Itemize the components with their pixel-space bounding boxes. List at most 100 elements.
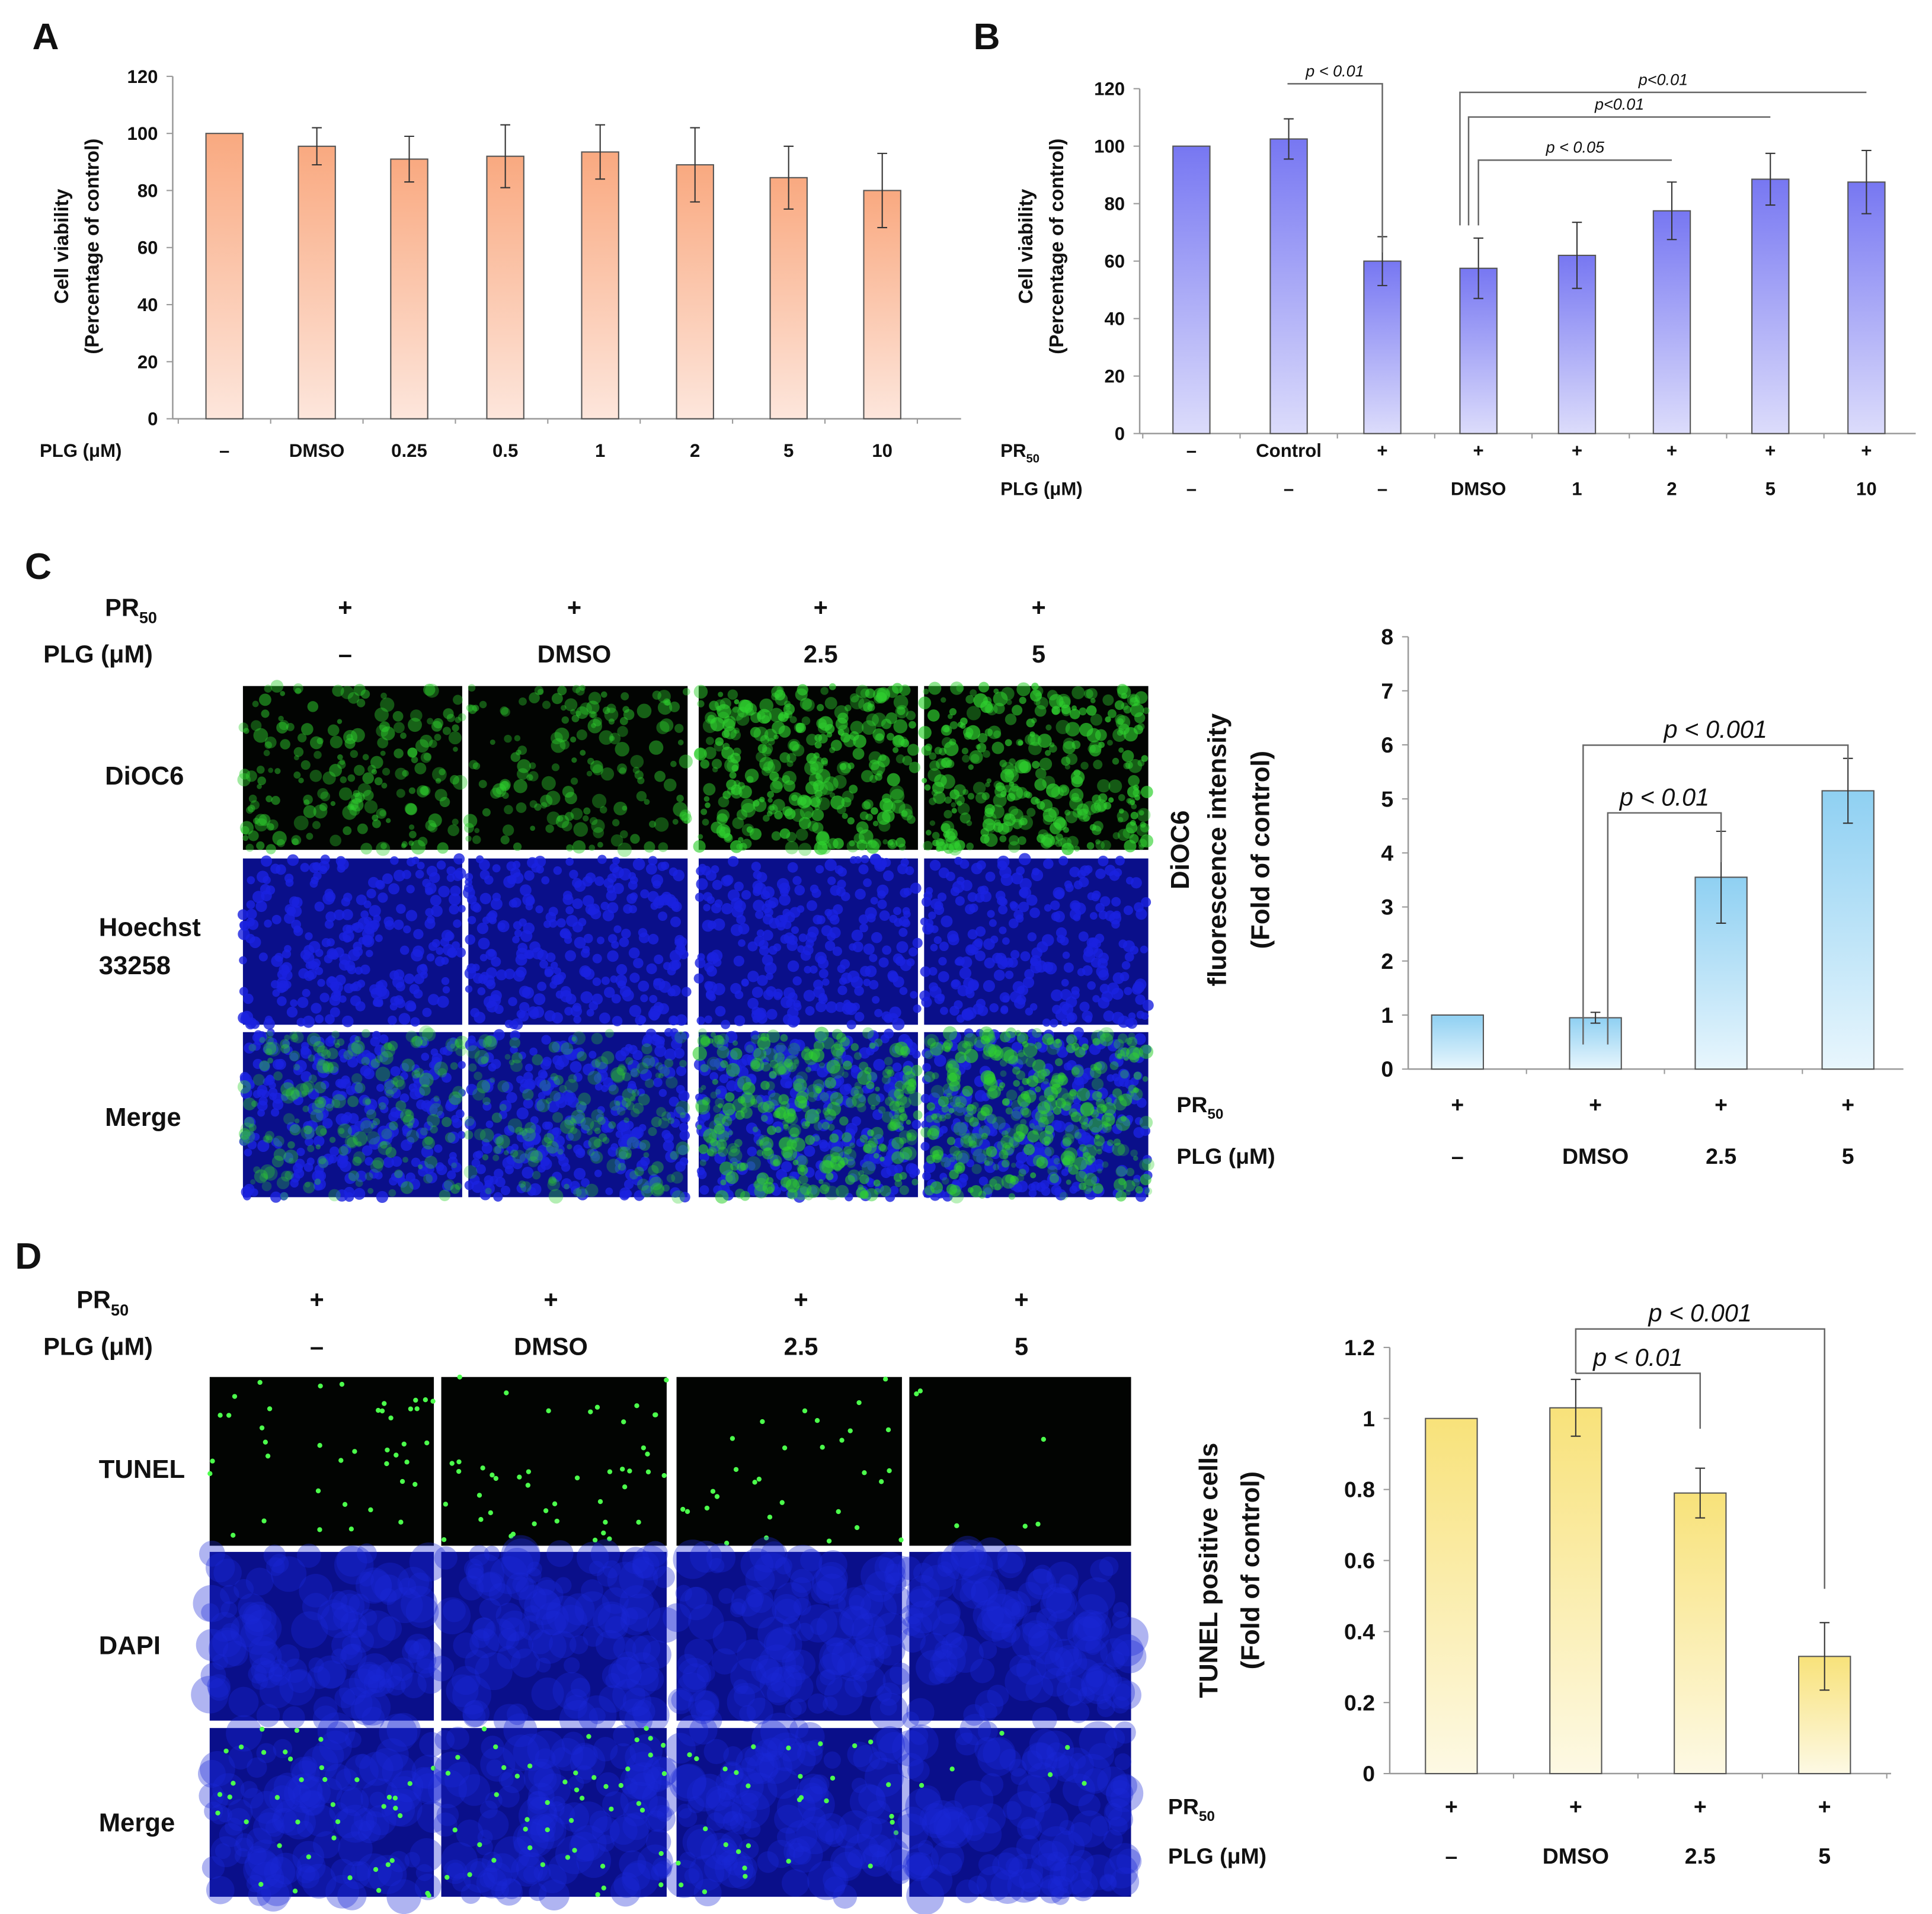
x-category-label: DMSO [289,440,344,461]
x-category-label: + [1861,440,1872,461]
x-category-label: + [1572,440,1582,461]
bar [1751,178,1790,434]
x-category-label: DMSO [1451,479,1506,500]
significance-bracket [1467,116,1771,226]
bar [676,164,714,420]
panel-letter-d: D [15,1236,41,1277]
y-axis-label: Cell viability [1015,188,1037,304]
x-category-label: + [1445,1794,1458,1819]
y-tick-label: 1 [1362,1406,1375,1431]
micrograph-image [919,853,1154,1029]
x-category-label: 0.5 [492,440,518,461]
pr-subscript: 50 [111,1301,129,1319]
pr50-label: PR50 [76,1285,129,1318]
micrograph-image [918,681,1154,856]
micrograph-image [693,683,920,856]
x-category-label: 2 [690,440,700,461]
p-value-label: p<0.01 [1594,95,1644,113]
x-category-label: 5 [1818,1843,1831,1868]
x-category-label: + [1715,1092,1728,1117]
plg-value: 2.5 [784,1332,818,1360]
pr-subscript: 50 [1199,1809,1215,1825]
x-category-label: – [1445,1843,1458,1868]
micrograph-panel-c: PLG (μM) + – + DMSO +2.5 +5 DiOC6 Hoechst 33258 Me… [43,593,1154,1204]
y-tick-label: 120 [127,66,158,87]
y-tick-label: 60 [137,238,158,258]
micrograph-image [692,1026,923,1204]
y-tick-label: 1 [1381,1003,1393,1028]
p-value-label: p < 0.001 [1663,715,1768,743]
micrograph-image [441,1374,669,1546]
pr-subscript: 50 [139,609,157,627]
pr50-label: PR50 [1168,1794,1215,1825]
y-axis-label: TUNEL positive cells [1194,1443,1223,1698]
pr50-label: PR50 [1176,1092,1223,1122]
y-axis-label: DiOC6 [1166,811,1195,889]
y-tick-label: 5 [1381,786,1393,811]
significance-bracket [1607,812,1722,1045]
x-category-label: – [1186,440,1197,461]
significance-bracket [1287,83,1383,253]
bar [1172,145,1211,434]
x-category-label: 1 [595,440,605,461]
panel-letter-c: C [25,546,52,587]
x-category-label: – [1186,479,1197,500]
pr-subscript: 50 [1026,452,1039,465]
x-category-label: + [1765,440,1776,461]
plg-value: DMSO [538,640,612,668]
micrograph-image [920,1026,1154,1204]
x-category-label: + [1666,440,1677,461]
chart-b: 0 20 40 60 80 100 120 Cell viability (Percentage… [1000,62,1916,500]
micrograph-image [462,854,692,1030]
x-category-label: + [1818,1794,1831,1819]
plg-label: PLG (μM) [43,1332,153,1360]
micrograph-image [463,684,693,857]
x-category-label: + [1841,1092,1854,1117]
y-tick-label: 120 [1094,79,1125,100]
x-category-label: 10 [1856,479,1877,500]
x-category-label: 5 [1765,479,1776,500]
pr50-value: + [1014,1285,1028,1313]
pr50-value: + [794,1285,808,1313]
micrograph-image [428,1713,681,1911]
plg-value: 2.5 [804,640,838,668]
micrograph-image [909,1377,1131,1546]
pr-text: PR [105,593,139,621]
channel-label: Merge [99,1809,175,1838]
micrograph-image [191,1541,449,1731]
channel-label: 33258 [99,951,171,980]
channel-label: Merge [105,1103,181,1132]
plg-label: PLG (μM) [40,440,121,461]
bar [1269,138,1308,434]
x-category-label: 5 [1842,1144,1854,1169]
y-tick-label: 3 [1381,895,1393,920]
micrograph-image [897,1535,1149,1732]
y-tick-label: 40 [1104,309,1125,329]
y-axis-label: fluorescence intensity [1203,713,1232,986]
x-category-label: + [1377,440,1387,461]
y-tick-label: 80 [137,180,158,201]
channel-label: TUNEL [99,1455,185,1484]
pr50-value: + [814,593,828,621]
significance-bracket [1477,159,1672,226]
micrograph-image [663,1537,917,1731]
chart-d: 0 0.2 0.4 0.6 0.8 1 1.2 TUNEL positive cells (Fo… [1168,1299,1891,1868]
y-axis-label: Cell viability [51,188,73,304]
bar [863,190,901,420]
p-value-label: p < 0.001 [1648,1299,1752,1327]
x-category-label: + [1589,1092,1602,1117]
bar [1821,790,1875,1070]
plg-value: 5 [1015,1332,1028,1360]
channel-label: DAPI [99,1631,161,1660]
x-category-label: 2.5 [1706,1144,1736,1169]
x-category-label: – [1377,479,1387,500]
pr-text: PR [1168,1794,1199,1819]
pr50-label: PR50 [1000,440,1039,465]
pr-text: PR [1176,1092,1207,1117]
pr50-value: + [567,593,581,621]
panel-letter-a: A [32,17,59,57]
y-tick-label: 6 [1381,732,1393,757]
plg-value: DMSO [514,1332,588,1360]
micrograph-image [428,1535,683,1739]
